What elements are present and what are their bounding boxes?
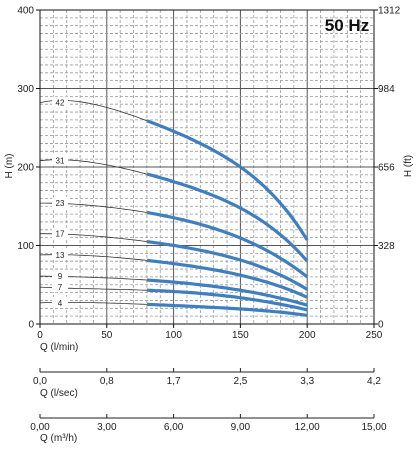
frequency-label: 50 Hz (325, 16, 369, 35)
series-label-9: 9 (58, 272, 63, 281)
operating-curves (146, 119, 309, 317)
y-tick-label-left: 200 (17, 163, 34, 174)
secondary-tick-label: 0,8 (100, 376, 114, 387)
y-tick-label-right: 1312 (378, 6, 401, 17)
secondary-tick-label: 1,7 (167, 376, 181, 387)
y-axis-title-right: H (ft) (403, 155, 414, 177)
pump-curve-42 (146, 119, 309, 241)
secondary-axis-title: Q (l/sec) (40, 388, 78, 399)
series-label-bg (52, 96, 68, 108)
secondary-tick-label: 3,00 (97, 422, 117, 433)
y-tick-label-left: 300 (17, 84, 34, 95)
secondary-axis-title: Q (m³/h) (40, 433, 77, 444)
secondary-tick-label: 3,3 (300, 376, 314, 387)
secondary-tick-label: 12,00 (295, 422, 320, 433)
secondary-axis-m3h: 0,00 3,00 6,00 9,00 12,00 15,00 Q (m³/h) (30, 414, 387, 444)
axis-ticks: 0 50 100 150 200 2500100200300400032865698413… (17, 6, 400, 342)
series-label-bg (52, 270, 68, 282)
x-tick-label: 0 (37, 330, 43, 341)
x-tick-label: 250 (366, 330, 383, 341)
series-label-4: 4 (58, 299, 63, 308)
secondary-axis-lsec: 0,0 0,8 1,7 2,5 3,3 4,2 Q (l/sec) (33, 368, 381, 399)
series-label-7: 7 (58, 283, 63, 292)
series-label-13: 13 (56, 251, 65, 260)
pump-curve-9 (146, 278, 308, 307)
series-label-31: 31 (56, 157, 65, 166)
y-tick-label-left: 400 (17, 6, 34, 17)
pump-curve-17 (146, 240, 309, 291)
secondary-tick-label: 9,00 (231, 422, 251, 433)
y-tick-label-right: 0 (378, 320, 384, 331)
series-label-bg (52, 296, 68, 308)
series-label-bg (52, 154, 68, 166)
series-label-42: 42 (56, 99, 65, 108)
x-tick-label: 100 (165, 330, 182, 341)
series-label-23: 23 (56, 199, 65, 208)
pump-curve-31 (146, 172, 309, 263)
series-label-bg (52, 281, 68, 293)
pump-curve-23 (146, 210, 309, 279)
secondary-tick-label: 6,00 (164, 422, 184, 433)
y-tick-label-right: 656 (378, 163, 395, 174)
series-label-17: 17 (56, 230, 65, 239)
x-tick-label: 150 (232, 330, 249, 341)
pump-curve-7 (146, 288, 308, 312)
secondary-tick-label: 0,0 (33, 376, 47, 387)
y-tick-label-left: 0 (28, 320, 34, 331)
secondary-tick-label: 15,00 (361, 422, 386, 433)
secondary-tick-label: 4,2 (367, 376, 381, 387)
y-tick-label-left: 100 (17, 241, 34, 252)
x-tick-label: 200 (299, 330, 316, 341)
pump-curve-4 (146, 302, 308, 317)
y-tick-label-right: 328 (378, 241, 395, 252)
series-label-bg (52, 227, 68, 239)
series-label-bg (52, 197, 68, 209)
secondary-tick-label: 0,00 (30, 422, 50, 433)
series-labels: 42 31 23 17 13 9 7 4 (52, 96, 68, 308)
x-axis-title: Q (l/min) (40, 342, 78, 353)
secondary-tick-label: 2,5 (233, 376, 247, 387)
pump-curve-13 (146, 258, 308, 299)
y-axis-title-left: H (m) (4, 154, 15, 179)
x-tick-label: 50 (101, 330, 113, 341)
series-label-bg (52, 248, 68, 260)
y-tick-label-right: 984 (378, 84, 395, 95)
